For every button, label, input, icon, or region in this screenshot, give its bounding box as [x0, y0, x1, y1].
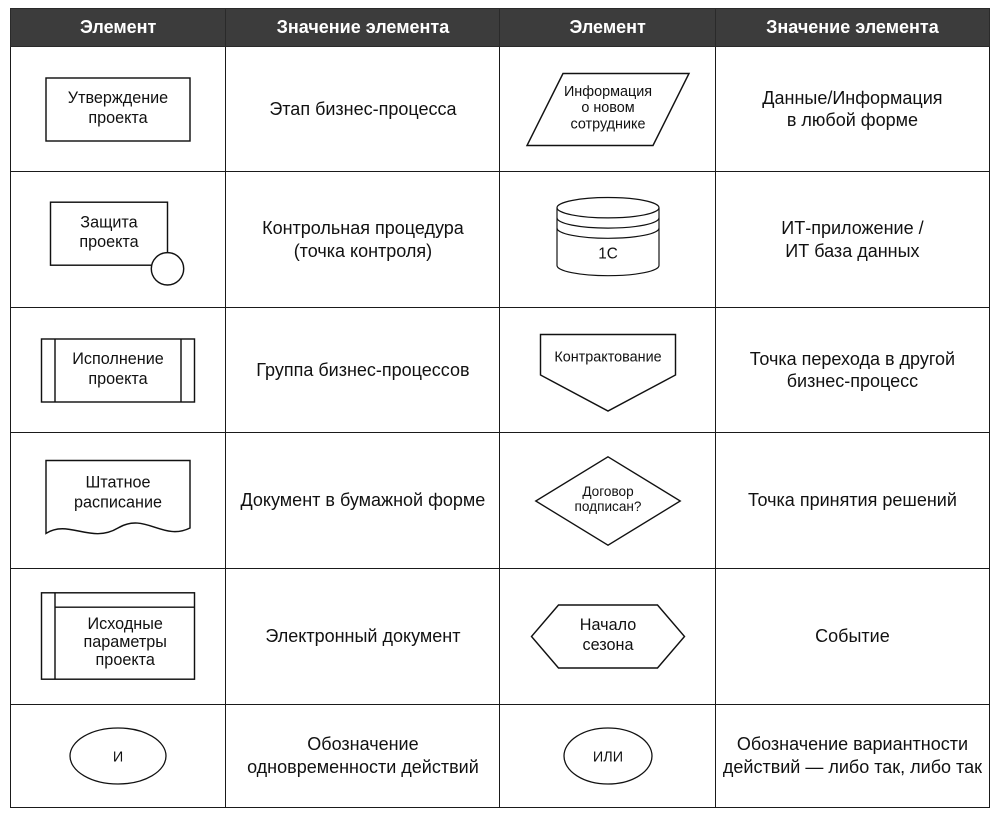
table-row: И Обозначениеодновременности действий ИЛ…: [11, 704, 990, 807]
desc-offpage: Точка перехода в другойбизнес-процесс: [715, 308, 989, 433]
symbol-edoc: Исходные параметры проекта: [11, 569, 226, 705]
desc-data: Данные/Информацияв любой форме: [715, 47, 989, 172]
symbol-control: Защита проекта: [11, 172, 226, 308]
symbol-group: Исполнение проекта: [11, 308, 226, 433]
svg-text:Утверждение: Утверждение: [68, 89, 168, 107]
svg-text:И: И: [113, 749, 123, 765]
symbol-process: Утверждение проекта: [11, 47, 226, 172]
desc-and: Обозначениеодновременности действий: [226, 704, 500, 807]
table-row: Исходные параметры проекта Электронный д…: [11, 569, 990, 705]
table-row: Штатное расписание Документ в бумажной ф…: [11, 433, 990, 569]
svg-text:Договор: Договор: [582, 484, 633, 499]
svg-text:Информация: Информация: [564, 84, 652, 100]
desc-decision: Точка принятия решений: [715, 433, 989, 569]
svg-text:Защита: Защита: [80, 213, 137, 231]
svg-text:проекта: проекта: [96, 651, 155, 669]
svg-text:проекта: проекта: [80, 233, 139, 251]
symbol-data: Информация о новом сотруднике: [500, 47, 715, 172]
table-row: Защита проекта Контрольная процедура(точ…: [11, 172, 990, 308]
svg-text:Исполнение: Исполнение: [72, 350, 164, 368]
desc-process: Этап бизнес-процесса: [226, 47, 500, 172]
svg-text:Контрактование: Контрактование: [554, 349, 661, 365]
svg-text:Штатное: Штатное: [86, 473, 151, 491]
desc-event: Событие: [715, 569, 989, 705]
symbol-decision: Договор подписан?: [500, 433, 715, 569]
col-header-1: Элемент: [11, 9, 226, 47]
symbol-offpage: Контрактование: [500, 308, 715, 433]
symbol-paper-doc: Штатное расписание: [11, 433, 226, 569]
desc-database: ИТ-приложение /ИТ база данных: [715, 172, 989, 308]
svg-text:о новом: о новом: [581, 100, 634, 116]
svg-text:проекта: проекта: [89, 370, 148, 388]
header-row: Элемент Значение элемента Элемент Значен…: [11, 9, 990, 47]
symbol-or: ИЛИ: [500, 704, 715, 807]
col-header-2: Значение элемента: [226, 9, 500, 47]
svg-text:сезона: сезона: [582, 636, 633, 654]
symbol-and: И: [11, 704, 226, 807]
table-row: Утверждение проекта Этап бизнес-процесса…: [11, 47, 990, 172]
col-header-3: Элемент: [500, 9, 715, 47]
svg-text:параметры: параметры: [84, 633, 167, 651]
desc-edoc: Электронный документ: [226, 569, 500, 705]
symbol-event: Начало сезона: [500, 569, 715, 705]
svg-text:1С: 1С: [598, 245, 618, 262]
svg-text:ИЛИ: ИЛИ: [593, 749, 623, 765]
col-header-4: Значение элемента: [715, 9, 989, 47]
svg-text:Начало: Начало: [579, 616, 635, 634]
desc-control: Контрольная процедура(точка контроля): [226, 172, 500, 308]
page: Элемент Значение элемента Элемент Значен…: [0, 0, 1000, 816]
table-row: Исполнение проекта Группа бизнес-процесс…: [11, 308, 990, 433]
desc-group: Группа бизнес-процессов: [226, 308, 500, 433]
desc-paper-doc: Документ в бумажной форме: [226, 433, 500, 569]
svg-text:проекта: проекта: [89, 109, 148, 127]
svg-text:сотруднике: сотруднике: [570, 116, 645, 132]
svg-text:подписан?: подписан?: [574, 499, 641, 514]
legend-table: Элемент Значение элемента Элемент Значен…: [10, 8, 990, 808]
desc-or: Обозначение вариантностидействий — либо …: [715, 704, 989, 807]
symbol-database: 1С: [500, 172, 715, 308]
svg-text:Исходные: Исходные: [88, 615, 163, 633]
svg-text:расписание: расписание: [74, 493, 162, 511]
